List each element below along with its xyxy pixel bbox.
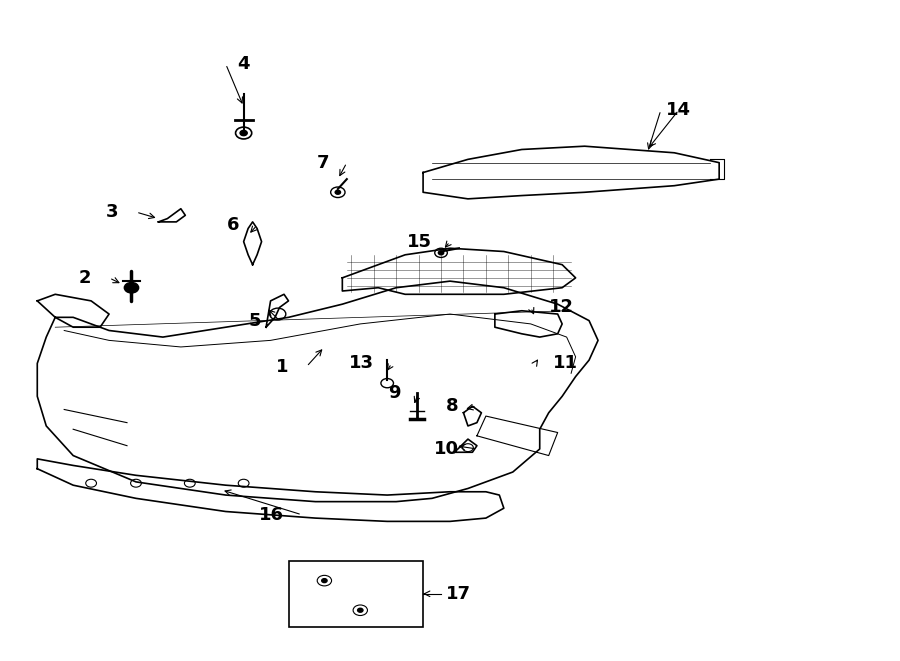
Text: 11: 11 xyxy=(554,354,578,372)
Circle shape xyxy=(124,282,139,293)
Text: 10: 10 xyxy=(434,440,459,458)
Text: 3: 3 xyxy=(105,203,118,221)
Text: 16: 16 xyxy=(259,506,284,524)
Circle shape xyxy=(357,608,363,612)
Text: 13: 13 xyxy=(348,354,374,372)
Text: 6: 6 xyxy=(227,216,239,234)
Circle shape xyxy=(321,578,327,582)
Text: 14: 14 xyxy=(666,101,691,119)
Text: 8: 8 xyxy=(446,397,459,415)
Text: 15: 15 xyxy=(407,233,432,251)
Text: 12: 12 xyxy=(549,299,573,317)
FancyBboxPatch shape xyxy=(289,561,423,627)
Circle shape xyxy=(438,251,444,254)
Text: 4: 4 xyxy=(238,55,250,73)
Text: 17: 17 xyxy=(446,585,471,603)
Text: 7: 7 xyxy=(317,153,328,172)
Circle shape xyxy=(335,190,340,194)
Circle shape xyxy=(240,130,248,136)
Text: 9: 9 xyxy=(388,384,400,402)
Text: 5: 5 xyxy=(249,311,262,330)
Text: 1: 1 xyxy=(276,358,289,375)
Text: 2: 2 xyxy=(78,269,91,287)
